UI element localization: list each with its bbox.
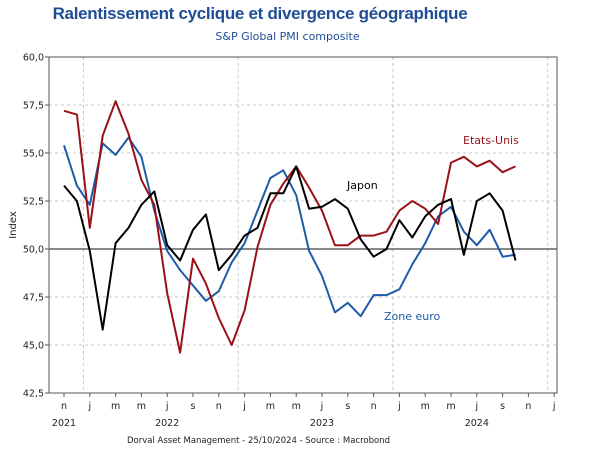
x-tick-label: m: [292, 401, 301, 412]
x-tick-label: j: [552, 401, 556, 412]
x-tick-label: n: [371, 401, 377, 412]
y-axis-ticks: 42,5 45,0 47,5 50,0 52,5 55,0 57,5 60,0: [23, 53, 49, 400]
x-tick-label: s: [191, 401, 196, 412]
x-tick-label: n: [525, 401, 531, 412]
chart-title: Ralentissement cyclique et divergence gé…: [52, 4, 468, 23]
x-tick-label: s: [345, 401, 350, 412]
y-tick-label: 55,0: [23, 149, 44, 160]
series-label-etats-unis: Etats-Unis: [463, 134, 519, 147]
x-tick-label: m: [446, 401, 455, 412]
x-tick-label: j: [320, 401, 324, 412]
x-tick-label: m: [111, 401, 120, 412]
y-tick-label: 45,0: [23, 341, 44, 352]
y-tick-label: 52,5: [23, 197, 44, 208]
x-year-label: 2023: [310, 418, 334, 429]
plot-frame: [48, 56, 558, 394]
series-lines: [63, 100, 517, 354]
y-tick-label: 57,5: [23, 101, 44, 112]
x-tick-label: n: [216, 401, 222, 412]
y-axis-label: Index: [8, 211, 19, 239]
x-tick-label: j: [87, 401, 91, 412]
chart-subtitle: S&P Global PMI composite: [215, 30, 360, 43]
x-tick-label: m: [266, 401, 275, 412]
y-tick-label: 47,5: [23, 293, 44, 304]
x-tick-label: m: [137, 401, 146, 412]
x-axis-ticks: n j m m j s n j m m j s n j m m j s n j 2021 2022 2023 2024: [52, 393, 556, 429]
series-line-japon: [63, 165, 517, 331]
x-year-label: 2024: [465, 418, 489, 429]
series-line-etats-unis: [63, 100, 516, 354]
x-tick-label: m: [421, 401, 430, 412]
source-note: Dorval Asset Management - 25/10/2024 - S…: [127, 436, 390, 446]
x-year-label: 2022: [155, 418, 179, 429]
x-tick-label: j: [474, 401, 478, 412]
x-tick-label: j: [242, 401, 246, 412]
y-tick-label: 50,0: [23, 245, 44, 256]
series-label-japon: Japon: [346, 179, 378, 192]
x-tick-label: s: [500, 401, 505, 412]
series-label-zone-euro: Zone euro: [384, 310, 441, 323]
y-tick-label: 42,5: [23, 389, 44, 400]
x-tick-label: j: [165, 401, 169, 412]
series-line-zone-euro: [63, 136, 516, 318]
y-tick-label: 60,0: [23, 53, 44, 64]
x-tick-label: n: [61, 401, 67, 412]
x-year-label: 2021: [52, 418, 76, 429]
x-tick-label: j: [397, 401, 401, 412]
